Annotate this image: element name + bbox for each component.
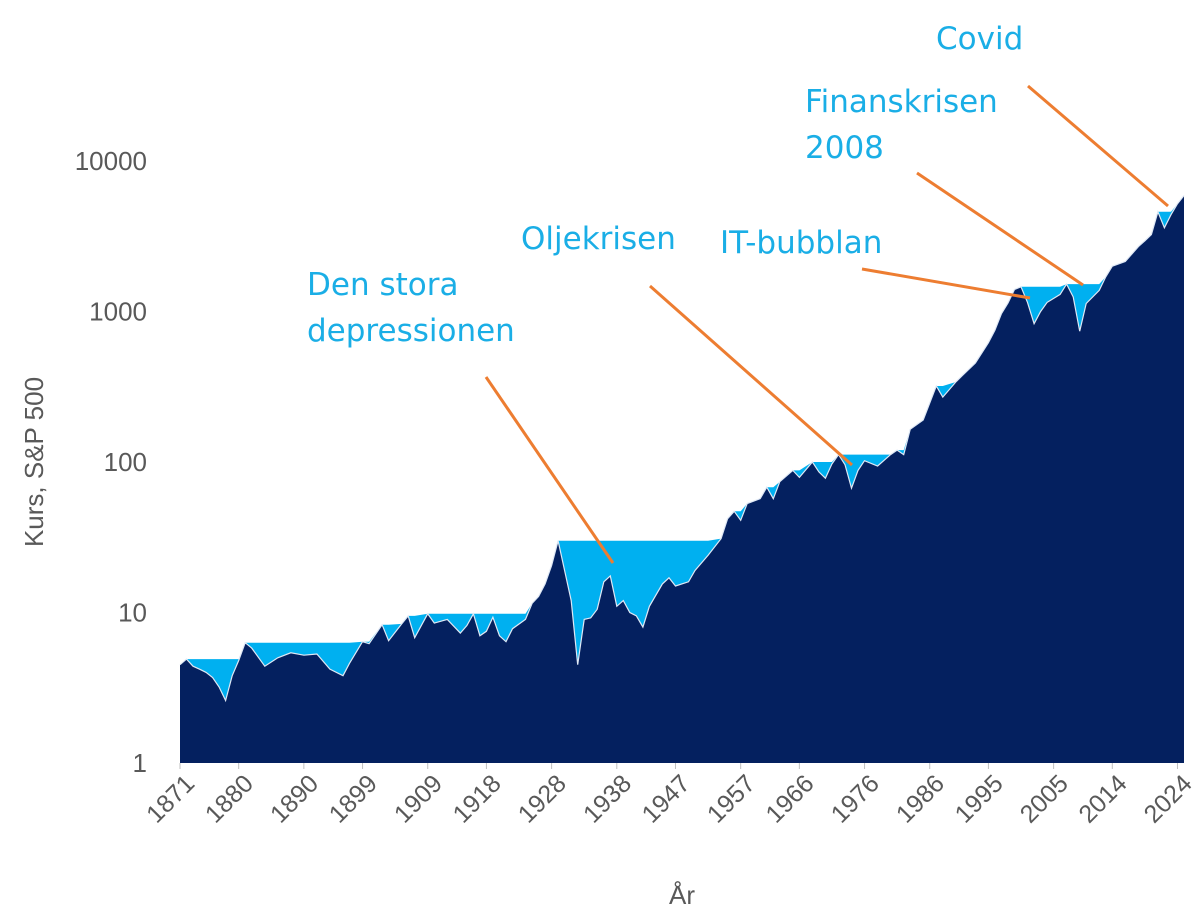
callout-line-oil [649,284,853,467]
y-tick-label: 10 [118,598,147,628]
x-tick-label: 1938 [578,769,637,828]
price-area [180,195,1184,763]
callout-line-it [861,267,1031,300]
annotation-finance-line2: 2008 [805,130,884,166]
y-axis-ticks: 1 10 100 1000 10000 [75,146,147,778]
x-tick-label: 1966 [760,769,819,828]
y-tick-label: 100 [104,447,147,477]
x-tick-label: 1947 [637,769,696,828]
annotation-depression-line2: depressionen [307,313,515,349]
callouts [484,84,1169,564]
x-tick-label: 1918 [448,769,507,828]
callout-line-depression [484,376,615,564]
callout-line-covid [1027,84,1169,208]
x-tick-label: 1995 [950,769,1009,828]
x-tick-label: 1880 [200,769,259,828]
x-tick-label: 1976 [826,769,885,828]
x-tick-label: 1890 [265,769,324,828]
x-axis-title: År [669,880,695,910]
x-tick-label: 1899 [324,769,383,828]
x-tick-label: 1986 [891,769,950,828]
y-tick-label: 1000 [89,297,147,327]
annotation-covid: Covid [936,21,1023,57]
y-axis-title: Kurs, S&P 500 [19,377,49,547]
x-tick-label: 1871 [141,769,200,828]
annotations: Den stora depressionen Oljekrisen IT-bub… [307,21,1023,349]
callout-line-finance [916,171,1084,287]
annotation-oil: Oljekrisen [521,221,676,257]
x-tick-label: 1957 [702,769,761,828]
x-tick-label: 1928 [513,769,572,828]
annotation-depression-line1: Den stora [307,267,458,303]
x-axis-ticks: 1871 1880 1890 1899 1909 1918 1928 1938 1947 1957… [141,763,1195,829]
y-tick-label: 1 [133,748,147,778]
x-tick-label: 2014 [1073,769,1132,828]
x-tick-label: 2024 [1139,769,1195,828]
x-tick-label: 1909 [389,769,448,828]
annotation-it: IT-bubblan [720,225,882,261]
annotation-finance-line1: Finanskrisen [805,84,998,120]
x-tick-label: 2005 [1015,769,1074,828]
y-tick-label: 10000 [75,146,147,176]
